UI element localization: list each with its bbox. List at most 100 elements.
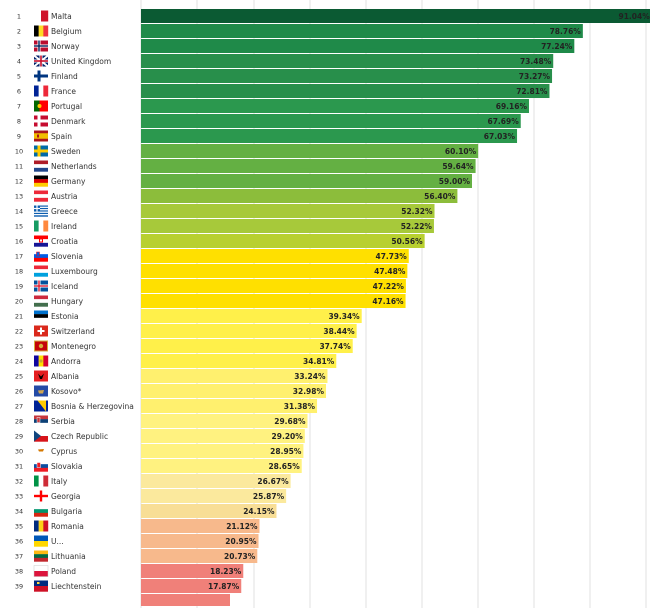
rank-label: 25 xyxy=(15,373,23,381)
flag-austria-icon xyxy=(34,190,48,202)
chart-row: 8 Denmark 67.69% xyxy=(17,114,521,128)
chart-row: 2 Belgium 78.76% xyxy=(17,24,583,38)
flag-lithuania-icon xyxy=(34,550,48,562)
chart-row: 21 Estonia 39.34% xyxy=(15,309,362,323)
rank-label: 3 xyxy=(17,43,21,51)
rank-label: 26 xyxy=(15,388,23,396)
rank-label: 7 xyxy=(17,103,21,111)
flag-croatia-icon xyxy=(34,235,48,247)
country-label: Kosovo* xyxy=(51,387,82,396)
bar xyxy=(141,519,260,533)
data-label: 31.38% xyxy=(284,402,316,411)
rank-label: 29 xyxy=(15,433,23,441)
chart-row: 20 Hungary 47.16% xyxy=(15,294,406,308)
bar xyxy=(141,399,318,413)
flag-greece-icon xyxy=(34,205,48,217)
data-label: 29.68% xyxy=(274,417,306,426)
flag-belgium-icon xyxy=(34,25,49,37)
rank-label: 14 xyxy=(15,208,23,216)
chart-row: 26 Kosovo* 32.98% xyxy=(15,384,327,398)
data-label: 38.44% xyxy=(323,327,355,336)
rank-label: 32 xyxy=(15,478,23,486)
data-label: 34.81% xyxy=(303,357,335,366)
rank-label: 38 xyxy=(15,568,23,576)
chart-row: 39 Liechtenstein 17.87% xyxy=(15,579,242,593)
bar xyxy=(141,549,258,563)
bar xyxy=(141,339,353,353)
bar xyxy=(141,39,575,53)
bar xyxy=(141,174,472,188)
chart-row: 9 Spain 67.03% xyxy=(17,129,518,143)
country-label: Greece xyxy=(51,207,78,216)
bar xyxy=(141,24,583,38)
data-label: 52.22% xyxy=(401,222,433,231)
data-label: 47.22% xyxy=(373,282,405,291)
bar xyxy=(141,249,409,263)
chart-row: 35 Romania 21.12% xyxy=(15,519,260,533)
chart-row: 30 Cyprus 28.95% xyxy=(15,444,304,458)
flag-france-icon xyxy=(34,85,49,97)
flag-italy-icon xyxy=(34,475,49,487)
country-label: Spain xyxy=(51,132,72,141)
data-label: 20.95% xyxy=(225,537,257,546)
data-label: 28.65% xyxy=(268,462,300,471)
flag-slovenia-icon xyxy=(34,250,48,262)
flag-norway-icon xyxy=(34,40,48,52)
chart-row: 11 Netherlands 59.64% xyxy=(15,159,476,173)
bar xyxy=(141,504,277,518)
chart-row: 6 France 72.81% xyxy=(17,84,550,98)
flag-estonia-icon xyxy=(34,310,48,322)
data-label: 67.69% xyxy=(487,117,519,126)
rank-label: 39 xyxy=(15,583,23,591)
chart-row: 27 Bosnia & Herzegovina 31.38% xyxy=(15,399,318,413)
bar xyxy=(141,564,244,578)
country-label: Slovakia xyxy=(51,462,83,471)
bar xyxy=(141,384,327,398)
flag-kosovo-icon xyxy=(34,385,48,397)
country-label: Luxembourg xyxy=(51,267,98,276)
bar xyxy=(141,84,550,98)
data-label: 78.76% xyxy=(550,27,582,36)
flag-bosnia-icon xyxy=(34,400,48,412)
country-label: Hungary xyxy=(51,297,84,306)
chart-row: 18 Luxembourg 47.48% xyxy=(15,264,408,278)
country-label: France xyxy=(51,87,76,96)
flag-switzerland-icon xyxy=(34,325,48,337)
rank-label: 28 xyxy=(15,418,23,426)
rank-label: 18 xyxy=(15,268,23,276)
chart-row: 3 Norway 77.24% xyxy=(17,39,575,53)
chart-row: 19 Iceland 47.22% xyxy=(15,279,406,293)
bar xyxy=(141,234,425,248)
bar xyxy=(141,579,242,593)
country-label: Belgium xyxy=(51,27,82,36)
flag-portugal-icon xyxy=(34,100,48,112)
flag-serbia-icon xyxy=(34,415,48,427)
chart-row: 14 Greece 52.32% xyxy=(15,204,435,218)
bar xyxy=(141,54,554,68)
country-label: Serbia xyxy=(51,417,75,426)
country-label: Cyprus xyxy=(51,447,77,456)
data-label: 18.23% xyxy=(210,567,242,576)
data-label: 47.16% xyxy=(372,297,404,306)
rank-label: 2 xyxy=(17,28,21,36)
bar xyxy=(141,129,518,143)
bar xyxy=(141,444,304,458)
bar xyxy=(141,534,259,548)
rank-label: 19 xyxy=(15,283,23,291)
flag-albania-icon xyxy=(34,370,48,382)
country-label: Slovenia xyxy=(51,252,83,261)
chart-row: 37 Lithuania 20.73% xyxy=(15,549,258,563)
bar xyxy=(141,204,435,218)
bar xyxy=(141,99,529,113)
rank-label: 10 xyxy=(15,148,23,156)
bar-partial xyxy=(141,594,230,606)
country-label: Lithuania xyxy=(51,552,86,561)
chart-row: 33 Georgia 25.87% xyxy=(15,489,287,503)
bar xyxy=(141,369,328,383)
chart-row: 1 Malta 91.04% xyxy=(17,9,650,23)
chart-row: 4 United Kingdom 73.48% xyxy=(17,54,554,68)
data-label: 21.12% xyxy=(226,522,258,531)
data-label: 47.73% xyxy=(376,252,408,261)
country-label: Norway xyxy=(51,42,80,51)
